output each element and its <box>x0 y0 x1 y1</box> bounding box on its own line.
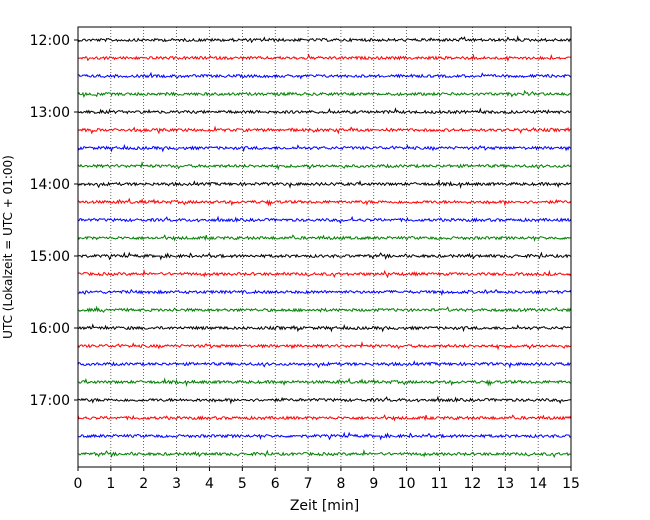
trace-8 <box>77 179 572 190</box>
trace-18 <box>77 360 572 369</box>
trace-21 <box>77 414 572 422</box>
x-tick-label-5: 5 <box>238 476 247 492</box>
x-tick-label-0: 0 <box>74 476 83 492</box>
y-tick-label-5: 17:00 <box>30 393 70 409</box>
trace-20 <box>77 395 572 405</box>
trace-4 <box>77 107 572 115</box>
trace-12 <box>77 251 572 261</box>
x-axis: 0 1 2 3 4 5 6 7 8 9 10 11 12 13 14 15 <box>74 467 580 492</box>
trace-16 <box>77 323 572 333</box>
trace-1 <box>77 53 572 62</box>
trace-17 <box>77 341 572 351</box>
plot-area <box>78 27 571 467</box>
x-tick-label-1: 1 <box>106 476 115 492</box>
trace-2 <box>77 71 572 80</box>
trace-19 <box>77 377 572 388</box>
x-tick-label-6: 6 <box>271 476 280 492</box>
x-tick-label-13: 13 <box>496 476 514 492</box>
x-tick-label-11: 11 <box>431 476 449 492</box>
trace-11 <box>77 234 572 243</box>
y-tick-label-1: 13:00 <box>30 105 70 121</box>
trace-10 <box>77 215 572 225</box>
x-tick-label-3: 3 <box>172 476 181 492</box>
trace-14 <box>77 288 572 297</box>
y-axis-label: UTC (Lokalzeit = UTC + 01:00) <box>1 155 15 339</box>
x-tick-label-8: 8 <box>336 476 345 492</box>
y-axis: 12:00 13:00 14:00 15:00 16:00 17:00 <box>30 33 78 409</box>
trace-6 <box>77 143 572 153</box>
y-tick-label-4: 16:00 <box>30 321 70 337</box>
x-axis-label: Zeit [min] <box>290 498 359 514</box>
x-tick-label-12: 12 <box>463 476 481 492</box>
x-tick-label-9: 9 <box>369 476 378 492</box>
trace-22 <box>77 431 572 441</box>
x-tick-label-7: 7 <box>304 476 313 492</box>
trace-9 <box>77 197 572 207</box>
x-tick-label-14: 14 <box>529 476 547 492</box>
plot-frame <box>77 26 572 468</box>
x-tick-label-4: 4 <box>205 476 214 492</box>
trace-5 <box>77 125 572 135</box>
trace-23 <box>77 449 572 459</box>
x-tick-label-2: 2 <box>139 476 148 492</box>
trace-13 <box>77 269 572 279</box>
y-tick-label-2: 14:00 <box>30 177 70 193</box>
y-tick-label-0: 12:00 <box>30 33 70 49</box>
traces <box>77 35 572 459</box>
y-tick-label-3: 15:00 <box>30 249 70 265</box>
x-tick-label-15: 15 <box>562 476 580 492</box>
trace-7 <box>77 161 572 171</box>
trace-0 <box>77 35 572 44</box>
x-tick-label-10: 10 <box>398 476 416 492</box>
trace-15 <box>77 305 572 313</box>
grid-lines <box>110 27 539 467</box>
trace-3 <box>77 89 572 99</box>
